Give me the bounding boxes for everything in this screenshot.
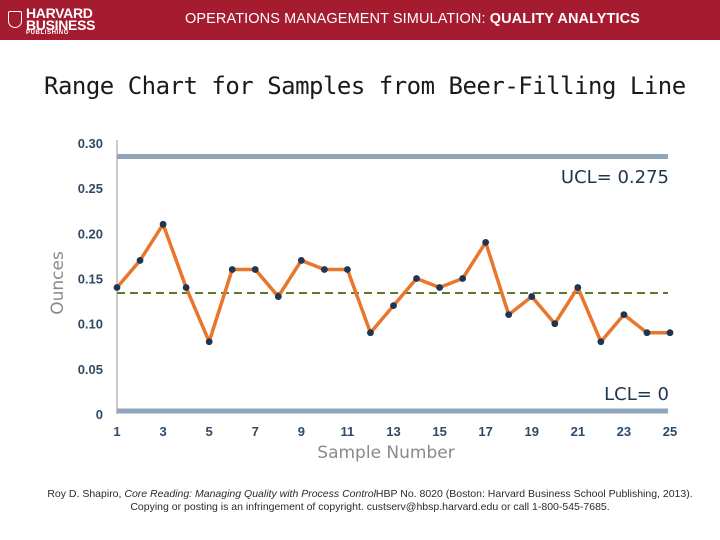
- data-point: [459, 275, 467, 282]
- y-axis-ticks: 0 0.05 0.10 0.15 0.20 0.25 0.30: [78, 136, 103, 422]
- x-tick-label: 25: [663, 424, 677, 439]
- data-point: [482, 238, 490, 246]
- data-point: [666, 329, 674, 337]
- y-tick-label: 0.30: [78, 136, 103, 151]
- x-tick-label: 21: [571, 424, 585, 439]
- y-tick-label: 0.20: [78, 226, 103, 241]
- data-point: [551, 320, 559, 328]
- lcl-label: LCL= 0: [604, 384, 669, 405]
- data-point: [297, 257, 305, 264]
- data-point: [228, 266, 236, 273]
- data-point: [643, 329, 651, 337]
- y-tick-label: 0.25: [78, 181, 103, 196]
- data-point: [113, 284, 121, 291]
- header-bar: HARVARD BUSINESS PUBLISHING OPERATIONS M…: [0, 0, 720, 40]
- data-point: [344, 266, 351, 273]
- x-tick-label: 9: [298, 424, 305, 439]
- data-point: [274, 293, 282, 300]
- citation-footer: Roy D. Shapiro, Core Reading: Managing Q…: [40, 488, 700, 514]
- x-tick-label: 7: [252, 424, 259, 439]
- data-point: [505, 311, 513, 319]
- ucl-label: UCL= 0.275: [561, 167, 669, 188]
- data-point: [574, 284, 582, 291]
- y-axis-title: Ounces: [48, 251, 68, 315]
- citation-author: Roy D. Shapiro,: [47, 488, 125, 500]
- x-tick-label: 13: [386, 424, 400, 439]
- data-point: [159, 220, 167, 228]
- data-point: [597, 338, 605, 346]
- x-tick-label: 3: [159, 424, 166, 439]
- data-point: [205, 338, 213, 346]
- logo-text-harvard: HARVARD: [26, 5, 93, 21]
- data-point: [136, 257, 144, 264]
- data-point: [251, 266, 259, 273]
- slide-title: Range Chart for Samples from Beer-Fillin…: [44, 72, 686, 100]
- data-point: [182, 284, 190, 291]
- header-title: OPERATIONS MANAGEMENT SIMULATION: QUALIT…: [185, 11, 640, 27]
- x-axis-title: Sample Number: [317, 443, 454, 463]
- data-point: [320, 266, 328, 273]
- x-tick-label: 1: [113, 424, 120, 439]
- y-tick-label: 0.10: [78, 317, 103, 332]
- header-title-bold: QUALITY ANALYTICS: [489, 11, 640, 27]
- data-point: [390, 302, 397, 309]
- x-tick-label: 5: [206, 424, 213, 439]
- harvard-business-publishing-logo: HARVARD BUSINESS PUBLISHING: [4, 3, 124, 37]
- citation-rest: HBP No. 8020 (Boston: Harvard Business S…: [130, 488, 693, 513]
- x-tick-label: 17: [478, 424, 492, 439]
- data-point: [367, 329, 374, 337]
- x-tick-label: 15: [432, 424, 446, 439]
- logo-text-publishing: PUBLISHING: [26, 30, 70, 36]
- data-point: [413, 275, 420, 282]
- x-tick-label: 19: [525, 424, 539, 439]
- y-tick-label: 0: [96, 407, 103, 422]
- data-point: [620, 311, 628, 319]
- series-line: [115, 222, 670, 344]
- data-points: [113, 220, 674, 346]
- data-point: [528, 293, 536, 300]
- y-tick-label: 0.05: [78, 362, 103, 377]
- range-chart: 00.050.100.150.200.250.30 1 3 5 7 9 11 13 15 17 1…: [48, 136, 677, 463]
- data-point: [436, 284, 443, 291]
- header-title-main: OPERATIONS MANAGEMENT SIMULATION:: [185, 11, 486, 27]
- x-tick-label: 11: [341, 424, 355, 439]
- shield-icon: [8, 11, 22, 28]
- logo-text-business: BUSINESS: [26, 17, 96, 33]
- citation-work-title: Core Reading: Managing Quality with Proc…: [124, 488, 376, 500]
- x-tick-label: 23: [617, 424, 631, 439]
- y-tick-label: 0.15: [78, 272, 103, 287]
- x-axis-ticks: 1 3 5 7 9 11 13 15 17 19 21 23 25: [113, 424, 677, 439]
